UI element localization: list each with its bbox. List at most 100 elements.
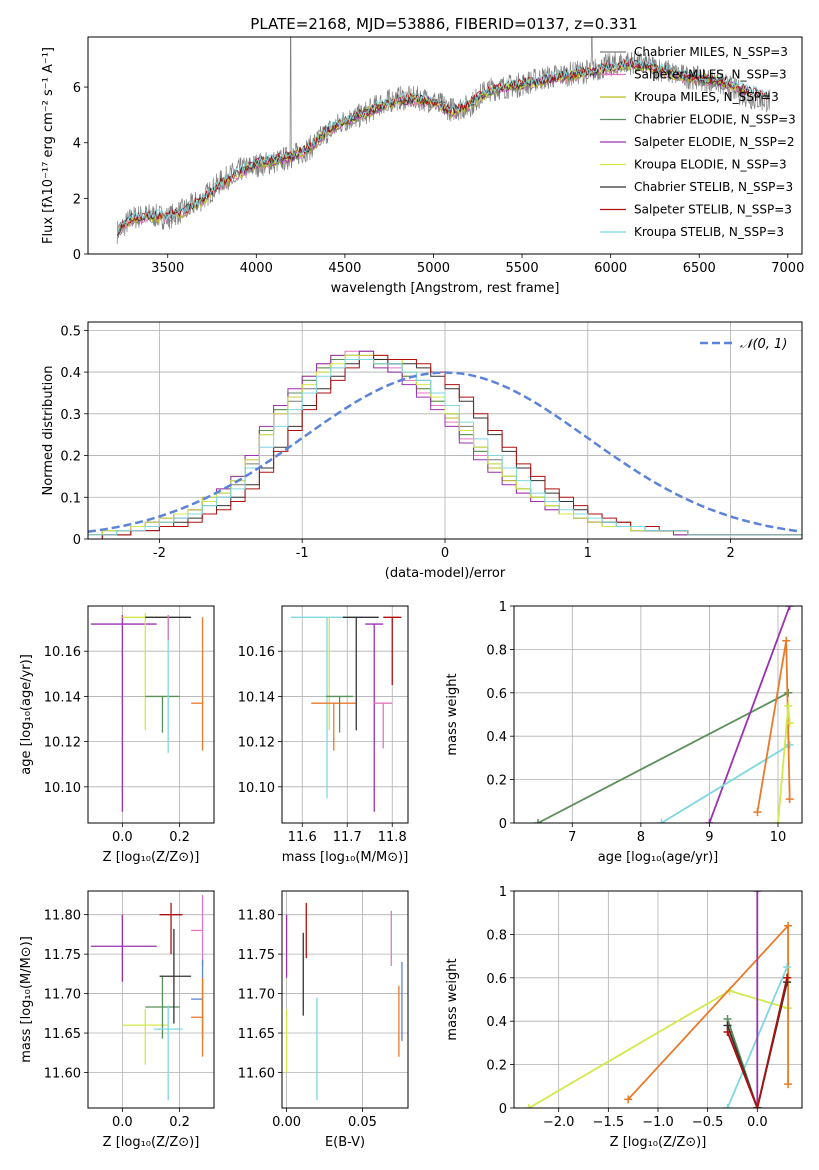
y-tick-label: 10.16 (238, 645, 275, 660)
x-tick-label: 0 (441, 546, 449, 561)
y-tick-label: 11.70 (238, 988, 275, 1003)
x-tick-label: 0.0 (112, 830, 133, 845)
x-tick-label: 4000 (240, 261, 273, 276)
y-tick-label: 1 (499, 600, 507, 615)
errorbar-point-9 (191, 977, 204, 1057)
errorbar-point-7 (191, 894, 204, 966)
gaussian-curve (88, 371, 800, 533)
weight-marker (753, 891, 762, 895)
x-tick-label: 0.2 (169, 1115, 190, 1130)
weight-line-2 (627, 923, 789, 1100)
x-tick-label: 4500 (328, 261, 361, 276)
weight-line-1 (528, 989, 789, 1108)
weight-marker (785, 795, 794, 804)
x-tick-label: 8 (637, 830, 645, 845)
y-tick-label: 0.5 (60, 324, 81, 339)
weight-marker (753, 1104, 762, 1108)
weight-marker (785, 740, 794, 749)
weight-marker (784, 921, 793, 930)
legend-label-8: Salpeter STELIB, N_SSP=3 (634, 203, 792, 217)
x-tick-label: 1 (584, 546, 592, 561)
axes-spectrum: 3500 4000 4500 5000 5500 6000 6500 7000 0 2 4 6 wave… (41, 36, 804, 296)
weight-marker (785, 606, 794, 610)
legend-label-5: Salpeter ELODIE, N_SSP=2 (634, 135, 795, 149)
weight-marker (534, 819, 542, 823)
plot-area (90, 612, 204, 812)
axes-mass-weight-vs-z: −2.0 −1.5 −1.0 −0.5 0.0 0 0.2 0.4 0.6 0.8 1 Z [log₁… (445, 885, 803, 1150)
weight-marker (723, 1104, 732, 1108)
model-line-8 (116, 58, 770, 236)
weight-marker (783, 962, 792, 971)
axes-frame (281, 890, 409, 1109)
y-tick-label: 10.10 (238, 781, 275, 796)
weight-marker (657, 819, 666, 823)
x-tick-label: 6500 (683, 261, 716, 276)
y-tick-label: 11.80 (44, 909, 81, 924)
y-tick-label: 0.4 (60, 366, 81, 381)
x-tick-label: −1.0 (642, 1115, 674, 1130)
y-tick-label: 10.14 (44, 690, 81, 705)
plot-area (534, 606, 794, 823)
y-tick-label: 1 (499, 885, 507, 900)
axes-frame (513, 605, 803, 824)
axes-frame (87, 321, 803, 540)
legend-label-1: Chabrier MILES, N_SSP=3 (634, 45, 788, 59)
errorbar-point-6 (159, 928, 192, 1024)
x-tick-label: 2 (726, 546, 734, 561)
x-tick-label: 0.05 (348, 1115, 377, 1130)
y-tick-label: 0.2 (486, 1059, 507, 1074)
x-axis-label: Z [log₁₀(Z/Z⊙)] (103, 850, 200, 865)
axes-frame (281, 605, 409, 824)
errorbar-point-4 (326, 695, 354, 733)
axes-mass-vs-z: 0.0 0.2 11.60 11.65 11.70 11.75 11.80 Z [log₁₀(… (19, 890, 215, 1150)
plot-area (291, 616, 402, 812)
errorbar-point-2 (122, 612, 169, 731)
y-tick-label: 11.80 (238, 909, 275, 924)
y-tick-label: 11.75 (238, 948, 275, 963)
x-tick-label: 3500 (151, 261, 184, 276)
y-tick-label: 0.4 (486, 1015, 507, 1030)
y-axis-label: mass weight (445, 673, 460, 755)
y-tick-label: 11.75 (44, 948, 81, 963)
axes-frame (87, 605, 215, 824)
x-axis-label: Z [log₁₀(Z/Z⊙)] (103, 1135, 200, 1150)
y-tick-label: 0.6 (486, 972, 507, 987)
histogram-8 (88, 354, 802, 539)
errorbar-point-6 (365, 623, 384, 812)
weight-line-4 (756, 640, 791, 813)
x-tick-label: 5000 (417, 261, 450, 276)
x-axis-label: mass [log₁₀(M/M⊙)] (282, 850, 409, 865)
x-tick-label: −1.5 (593, 1115, 625, 1130)
y-tick-label: 0.8 (486, 643, 507, 658)
errorbar-point-1 (291, 616, 363, 799)
model-line-9 (116, 56, 770, 235)
weight-marker (624, 1095, 633, 1104)
y-tick-label: 11.65 (44, 1027, 81, 1042)
x-tick-label: 0.00 (272, 1115, 301, 1130)
weight-marker (783, 973, 792, 982)
weight-marker (785, 719, 794, 728)
axes-frame (87, 36, 803, 255)
axes-mass-weight-vs-age: 7 8 9 10 0 0.2 0.4 0.6 0.8 1 age [log₁₀(age/yr)] ma… (445, 600, 803, 865)
x-tick-label: -2 (153, 546, 166, 561)
x-axis-label: E(B-V) (325, 1135, 365, 1150)
weight-line-7 (726, 977, 788, 1108)
y-tick-label: 0.3 (60, 408, 81, 423)
weight-marker (705, 819, 714, 823)
y-axis-label: age [log₁₀(age/yr)] (19, 654, 34, 775)
x-axis-label: (data-model)/error (385, 566, 506, 581)
histogram-9 (88, 359, 802, 539)
legend: Chabrier MILES, N_SSP=3 Salpeter MILES, N… (600, 45, 796, 239)
plot-area (88, 350, 802, 539)
legend-label-6: Kroupa ELODIE, N_SSP=3 (634, 158, 787, 172)
errorbar-point-2 (122, 1009, 169, 1065)
weight-marker (774, 819, 782, 823)
y-tick-label: 0 (73, 533, 81, 548)
plot-area (524, 891, 793, 1108)
y-tick-label: 0.6 (486, 687, 507, 702)
x-tick-label: 0.2 (169, 830, 190, 845)
x-tick-label: 5500 (506, 261, 539, 276)
plot-area (116, 37, 771, 245)
x-tick-label: 7000 (771, 261, 804, 276)
